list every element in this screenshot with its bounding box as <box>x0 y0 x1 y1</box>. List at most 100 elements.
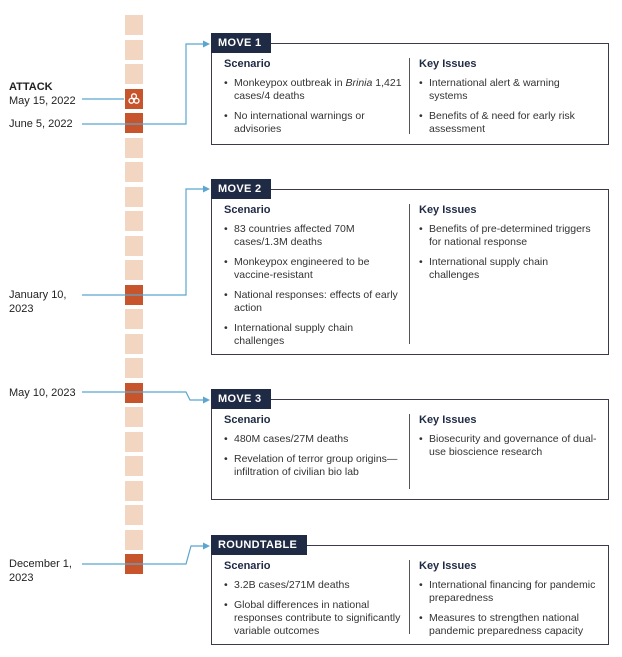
timeline-segment <box>125 260 143 280</box>
move-3-box: MOVE 3 Scenario 480M cases/27M deaths Revel… <box>211 389 609 500</box>
key-issue-item: Measures to strengthen national pandemic… <box>419 612 601 638</box>
scenario-heading: Scenario <box>224 414 271 426</box>
move-title: MOVE 3 <box>211 389 272 409</box>
timeline-segment <box>125 481 143 501</box>
timeline-segment-active <box>125 113 143 133</box>
column-divider <box>409 204 410 344</box>
scenario-list: 3.2B cases/271M deaths Global differences… <box>224 579 402 638</box>
scenario-item-text: National responses: effects of early act… <box>234 289 398 314</box>
timeline-date-1: June 5, 2022 <box>9 118 73 130</box>
timeline-segment-active <box>125 285 143 305</box>
timeline-date-4: December 1, 2023 <box>9 558 72 584</box>
key-issues-list: Biosecurity and governance of dual-use b… <box>419 433 601 459</box>
timeline-segment <box>125 40 143 60</box>
scenario-item: International supply chain challenges <box>224 322 402 348</box>
scenario-item: Monkeypox engineered to be vaccine-resis… <box>224 256 402 282</box>
scenario-item-text: Revelation of terror group origins—infil… <box>234 453 398 478</box>
timeline-segment <box>125 530 143 550</box>
scenario-list: Monkeypox outbreak in Brinia 1,421 cases… <box>224 77 402 136</box>
move2-connector <box>82 188 205 296</box>
move1-arrowhead <box>203 40 210 48</box>
key-issue-item: Biosecurity and governance of dual-use b… <box>419 433 601 459</box>
key-issues-column: Key Issues Biosecurity and governance of … <box>419 414 601 466</box>
timeline-segment <box>125 456 143 476</box>
column-divider <box>409 560 410 634</box>
timeline-segment <box>125 334 143 354</box>
timeline-segment <box>125 15 143 35</box>
scenario-column: Scenario 3.2B cases/271M deaths Global dif… <box>224 560 402 645</box>
key-issue-item: Benefits of pre-determined triggers for … <box>419 223 601 249</box>
attack-date: May 15, 2022 <box>9 95 76 107</box>
timeline-date-3: May 10, 2023 <box>9 387 76 399</box>
scenario-column: Scenario Monkeypox outbreak in Brinia 1,4… <box>224 58 402 143</box>
scenario-item-text: No international warnings or advisories <box>234 110 365 135</box>
move2-arrowhead <box>203 185 210 193</box>
column-divider <box>409 414 410 489</box>
scenario-column: Scenario 83 countries affected 70M cases/… <box>224 204 402 355</box>
key-issues-column: Key Issues International financing for pa… <box>419 560 601 645</box>
biohazard-icon <box>125 89 143 109</box>
scenario-item-text: 83 countries affected 70M cases/1.3M dea… <box>234 223 355 248</box>
key-issue-item: International supply chain challenges <box>419 256 601 282</box>
scenario-item: Monkeypox outbreak in Brinia 1,421 cases… <box>224 77 402 103</box>
key-issue-item: International financing for pandemic pre… <box>419 579 601 605</box>
move-title: MOVE 1 <box>211 33 272 53</box>
timeline-segment <box>125 358 143 378</box>
timeline-segment <box>125 162 143 182</box>
scenario-item-text: 1,421 cases/4 deaths <box>234 77 402 102</box>
timeline-segment <box>125 407 143 427</box>
scenario-item: 83 countries affected 70M cases/1.3M dea… <box>224 223 402 249</box>
move3-arrowhead <box>203 396 210 404</box>
move-title: MOVE 2 <box>211 179 272 199</box>
timeline-segment <box>125 309 143 329</box>
scenario-item: 3.2B cases/271M deaths <box>224 579 402 592</box>
scenario-item-text: 480M cases/27M deaths <box>234 433 349 445</box>
timeline-segment <box>125 505 143 525</box>
scenario-item: Revelation of terror group origins—infil… <box>224 453 402 479</box>
move-title: ROUNDTABLE <box>211 535 308 555</box>
timeline-segment <box>125 64 143 84</box>
timeline-segment-attack <box>125 89 143 109</box>
timeline-segment <box>125 211 143 231</box>
scenario-heading: Scenario <box>224 204 271 216</box>
scenario-item-text: Brinia <box>345 77 373 89</box>
scenario-item-text: Global differences in national responses… <box>234 599 401 637</box>
key-issue-item: Benefits of & need for early risk assess… <box>419 110 601 136</box>
timeline-segment-active <box>125 554 143 574</box>
roundtable-connector <box>82 545 205 565</box>
scenario-item-text: International supply chain challenges <box>234 322 354 347</box>
key-issues-heading: Key Issues <box>419 58 477 70</box>
timeline-segment <box>125 138 143 158</box>
scenario-heading: Scenario <box>224 560 271 572</box>
attack-label: ATTACK May 15, 2022 <box>9 80 76 108</box>
key-issues-column: Key Issues Benefits of pre-determined tri… <box>419 204 601 289</box>
key-issues-heading: Key Issues <box>419 414 477 426</box>
attack-heading: ATTACK <box>9 81 53 93</box>
scenario-item: Global differences in national responses… <box>224 599 402 638</box>
move3-connector <box>82 391 205 401</box>
timeline-segment <box>125 187 143 207</box>
column-divider <box>409 58 410 134</box>
key-issues-list: Benefits of pre-determined triggers for … <box>419 223 601 282</box>
scenario-item-text: Monkeypox outbreak in <box>234 77 346 89</box>
key-issues-list: International financing for pandemic pre… <box>419 579 601 638</box>
scenario-item: National responses: effects of early act… <box>224 289 402 315</box>
scenario-item-text: 3.2B cases/271M deaths <box>234 579 350 591</box>
timeline-segment <box>125 432 143 452</box>
move-2-box: MOVE 2 Scenario 83 countries affected 70M … <box>211 179 609 355</box>
key-issues-heading: Key Issues <box>419 204 477 216</box>
scenario-item: 480M cases/27M deaths <box>224 433 402 446</box>
key-issues-column: Key Issues International alert & warning … <box>419 58 601 143</box>
scenario-list: 480M cases/27M deaths Revelation of terro… <box>224 433 402 479</box>
key-issues-heading: Key Issues <box>419 560 477 572</box>
timeline-segment-active <box>125 383 143 403</box>
roundtable-box: ROUNDTABLE Scenario 3.2B cases/271M deaths… <box>211 535 609 645</box>
scenario-column: Scenario 480M cases/27M deaths Revelation … <box>224 414 402 486</box>
scenario-list: 83 countries affected 70M cases/1.3M dea… <box>224 223 402 348</box>
scenario-heading: Scenario <box>224 58 271 70</box>
move1-connector <box>82 43 205 125</box>
move-1-box: MOVE 1 Scenario Monkeypox outbreak in Brin… <box>211 33 609 145</box>
timeline-date-2: January 10, 2023 <box>9 289 67 315</box>
scenario-item-text: Monkeypox engineered to be vaccine-resis… <box>234 256 370 281</box>
roundtable-arrowhead <box>203 542 210 550</box>
